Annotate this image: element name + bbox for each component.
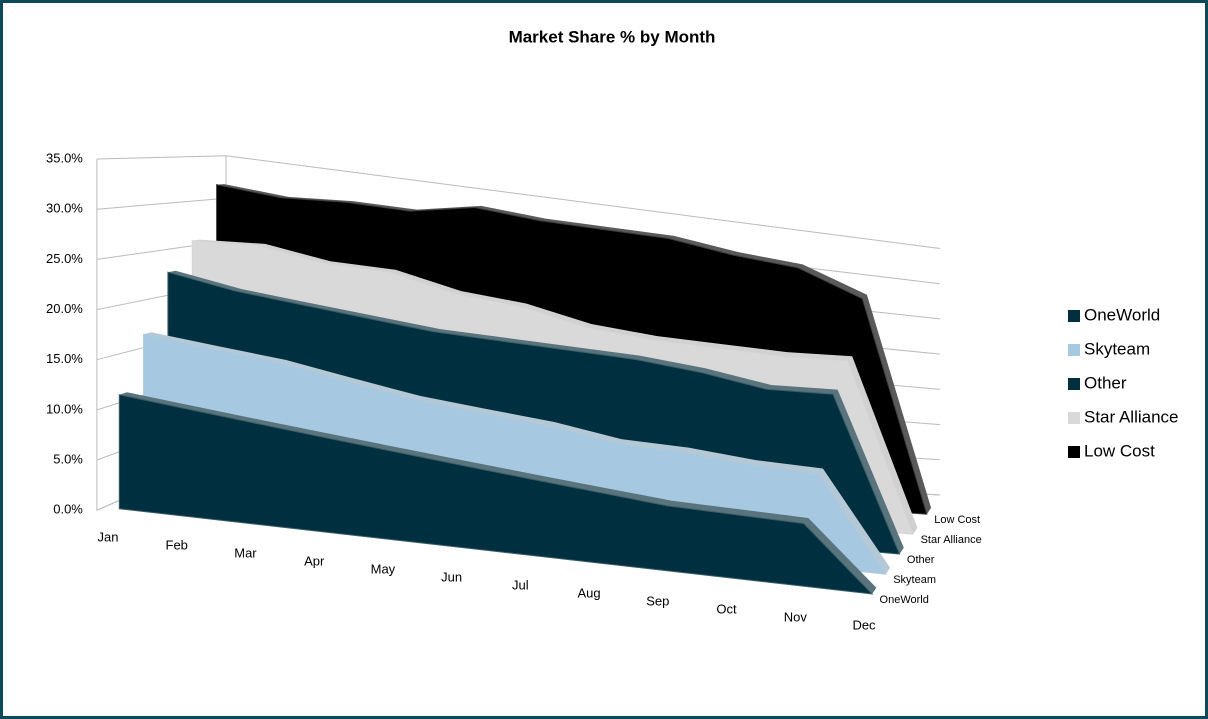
legend-swatch [1068,310,1080,322]
x-tick-label: Jan [98,529,119,544]
legend-label: Low Cost [1084,441,1155,460]
x-tick-label: Jun [441,569,462,584]
depth-label: Other [907,554,935,566]
legend-swatch [1068,378,1080,390]
grid-line [96,155,941,249]
depth-label: Low Cost [934,514,980,526]
x-tick-label: Dec [852,617,876,632]
y-tick-label: 35.0% [46,150,83,165]
y-tick-label: 25.0% [46,251,83,266]
x-tick-label: Mar [234,545,257,560]
x-tick-label: Apr [304,553,325,568]
legend-label: Other [1084,373,1127,392]
area [118,394,874,595]
x-tick-label: Jul [512,577,529,592]
depth-label: Star Alliance [921,534,982,546]
legend-swatch [1068,412,1080,424]
legend-swatch [1068,344,1080,356]
chart-title: Market Share % by Month [509,27,716,46]
depth-label: Skyteam [893,574,936,586]
y-tick-label: 0.0% [53,502,83,517]
x-tick-label: Feb [166,537,188,552]
legend-label: OneWorld [1084,305,1160,324]
x-tick-label: Aug [578,585,601,600]
x-tick-label: Oct [716,601,737,616]
y-tick-label: 30.0% [46,201,83,216]
legend-swatch [1068,446,1080,458]
y-tick-label: 5.0% [53,452,83,467]
y-tick-label: 20.0% [46,301,83,316]
x-tick-label: May [371,561,396,576]
y-tick-label: 15.0% [46,351,83,366]
x-tick-label: Sep [646,593,669,608]
x-tick-label: Nov [784,609,808,624]
legend-label: Skyteam [1084,339,1150,358]
y-tick-label: 10.0% [46,401,83,416]
legend-label: Star Alliance [1084,407,1179,426]
depth-label: OneWorld [880,594,929,606]
